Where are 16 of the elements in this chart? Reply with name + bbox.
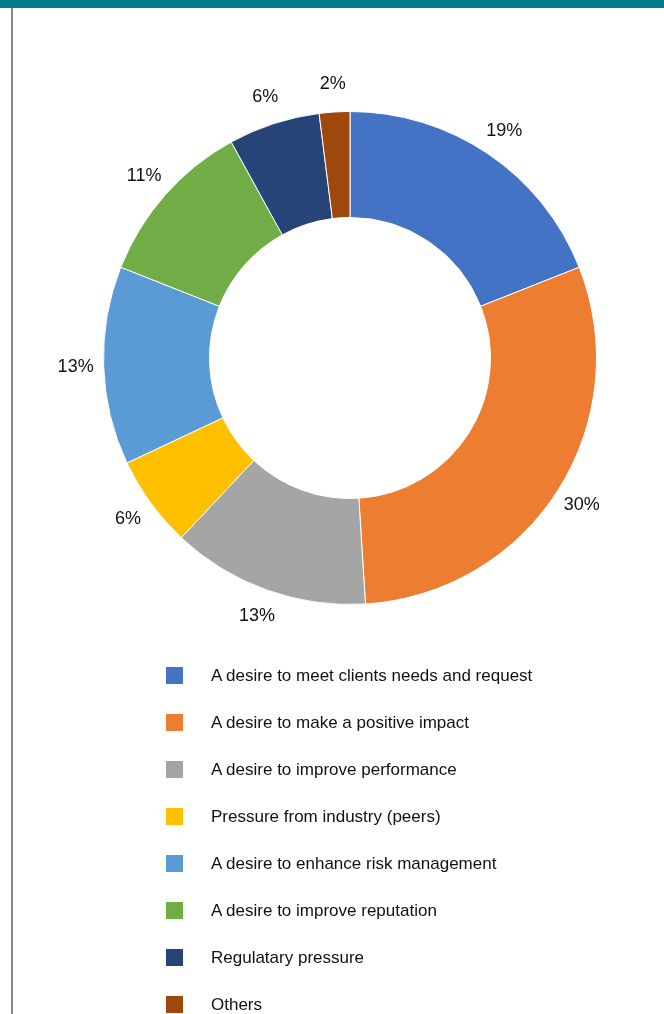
legend-label: Pressure from industry (peers) [211, 806, 441, 827]
legend-label: Others [211, 994, 263, 1014]
legend-label: A desire to enhance risk management [211, 853, 497, 874]
legend-label: A desire to make a positive impact [211, 712, 469, 733]
data-label: 19% [486, 119, 523, 140]
data-label: 11% [126, 165, 162, 186]
legend-label: A desire to improve reputation [211, 900, 437, 921]
legend-label: Regulatary pressure [211, 947, 365, 968]
data-label: 13% [57, 355, 94, 376]
data-label: 13% [239, 605, 276, 626]
data-label: 6% [252, 85, 279, 106]
data-label: 2% [319, 73, 346, 94]
data-label: 6% [114, 508, 141, 529]
legend-label: A desire to meet clients needs and request [211, 665, 533, 686]
data-label: 30% [563, 494, 600, 515]
legend-label: A desire to improve performance [211, 759, 457, 780]
